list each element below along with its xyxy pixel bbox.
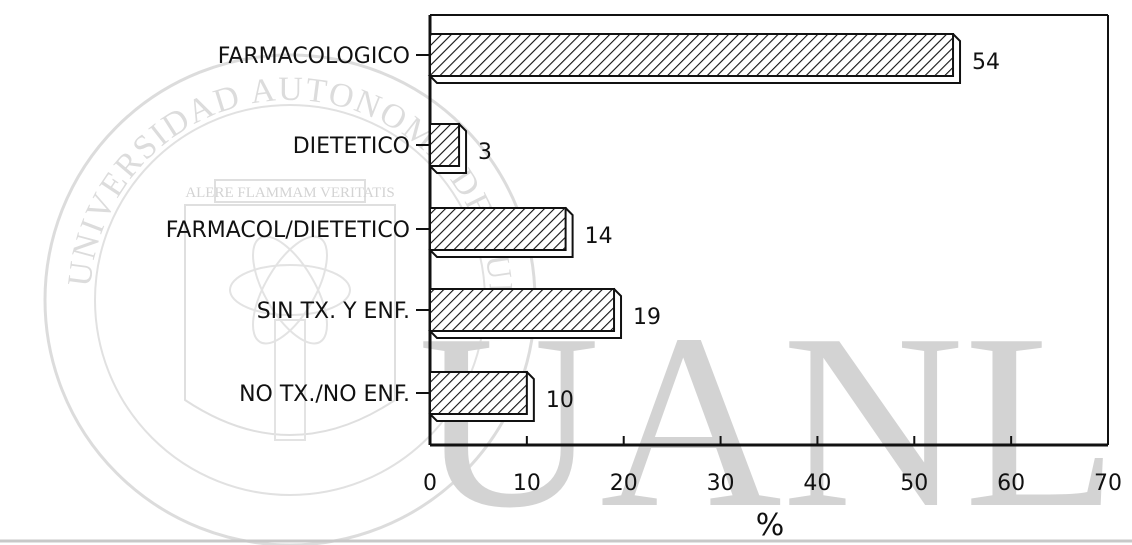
x-axis-label: % <box>756 508 785 543</box>
value-label: 14 <box>585 224 613 249</box>
category-label: NO TX./NO ENF. <box>239 382 410 407</box>
bar <box>429 288 616 332</box>
x-tick-label: 60 <box>997 471 1025 496</box>
bar <box>429 371 528 415</box>
x-tick-label: 40 <box>803 471 831 496</box>
x-tick-label: 20 <box>610 471 638 496</box>
x-tick-label: 0 <box>423 471 437 496</box>
value-label: 3 <box>478 140 492 165</box>
value-label: 19 <box>633 305 661 330</box>
x-tick-label: 70 <box>1094 471 1122 496</box>
value-label: 10 <box>546 388 574 413</box>
category-label: SIN TX. Y ENF. <box>257 299 410 324</box>
category-label: FARMACOL/DIETETICO <box>166 218 410 243</box>
x-tick-label: 10 <box>513 471 541 496</box>
bar <box>429 123 461 167</box>
x-tick-label: 30 <box>707 471 735 496</box>
bar <box>429 33 955 77</box>
bar-series: FARMACOLOGICO 54 DIETETICO 3 FARMACOL/DIETET… <box>166 32 1000 422</box>
category-label: FARMACOLOGICO <box>218 44 410 69</box>
x-tick-label: 50 <box>900 471 928 496</box>
bar <box>429 207 567 251</box>
x-axis-ticks: 0 10 20 30 40 50 60 70 <box>423 436 1122 496</box>
seal-motto: ALERE FLAMMAM VERITATIS <box>185 185 394 201</box>
category-label: DIETETICO <box>293 134 410 159</box>
value-label: 54 <box>972 50 1000 75</box>
